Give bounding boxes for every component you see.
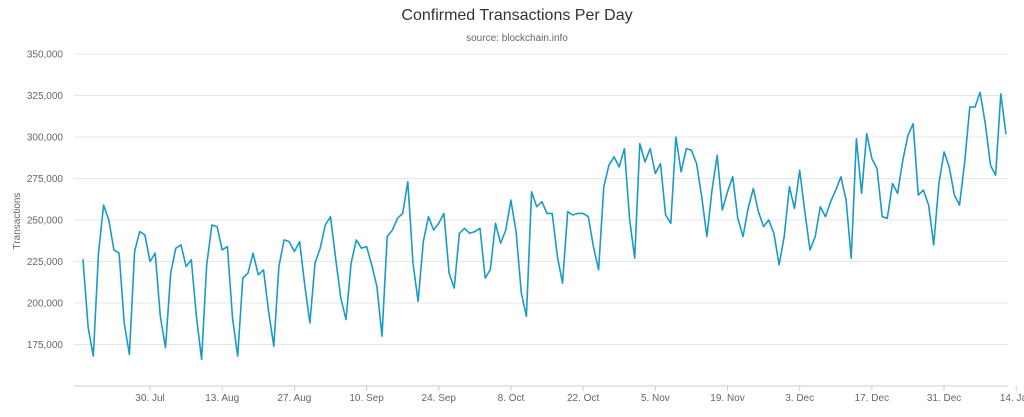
y-tick-label: 175,000	[27, 340, 64, 351]
x-tick-label: 14. Jan	[1000, 393, 1024, 404]
y-axis-title: Transactions	[12, 193, 23, 250]
series-line	[82, 91, 1007, 361]
x-tick-label: 24. Sep	[422, 393, 457, 404]
x-tick-label: 10. Sep	[349, 393, 384, 404]
y-tick-label: 350,000	[27, 50, 64, 61]
grid-lines	[74, 53, 1008, 345]
y-tick-label: 250,000	[27, 216, 64, 227]
y-tick-label: 300,000	[27, 133, 64, 144]
chart-subtitle: source: blockchain.info	[466, 33, 568, 44]
x-tick-label: 31. Dec	[927, 393, 961, 404]
x-tick-label: 30. Jul	[135, 393, 164, 404]
y-tick-label: 275,000	[27, 174, 64, 185]
y-tick-label: 200,000	[27, 299, 64, 310]
x-axis-ticks: 30. Jul 13. Aug 27. Aug 10. Sep 24. Sep 8. Oc…	[135, 386, 1024, 404]
x-tick-label: 3. Dec	[785, 393, 814, 404]
x-tick-label: 5. Nov	[641, 393, 670, 404]
x-tick-label: 19. Nov	[710, 393, 744, 404]
series-group	[82, 91, 1007, 361]
x-tick-label: 13. Aug	[205, 393, 239, 404]
y-axis-ticks: 175,000 200,000 225,000 250,000 275,000 300,0…	[27, 50, 64, 352]
x-tick-label: 17. Dec	[855, 393, 889, 404]
x-tick-label: 8. Oct	[498, 393, 525, 404]
y-tick-label: 325,000	[27, 91, 64, 102]
x-tick-label: 22. Oct	[567, 393, 599, 404]
chart-title: Confirmed Transactions Per Day	[401, 7, 632, 24]
y-tick-label: 225,000	[27, 257, 64, 268]
x-tick-label: 27. Aug	[277, 393, 311, 404]
